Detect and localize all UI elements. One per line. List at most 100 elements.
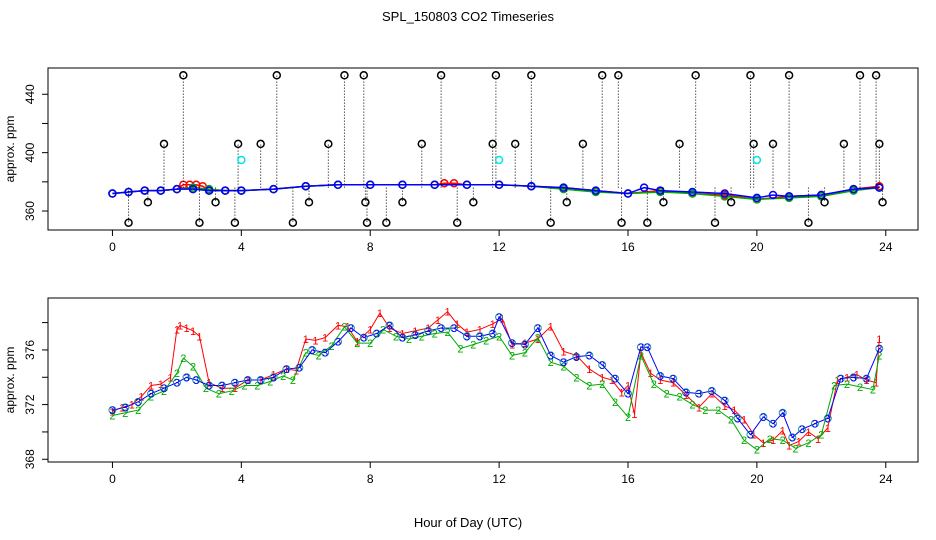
data-point — [839, 139, 849, 149]
data-marker: 3 — [760, 412, 766, 424]
data-point — [362, 218, 372, 227]
data-marker: 3 — [722, 396, 728, 408]
data-marker: 1 — [647, 368, 653, 380]
data-marker: 3 — [438, 323, 444, 335]
data-point — [720, 189, 729, 198]
data-point — [572, 352, 581, 361]
x-tick-label: 20 — [750, 240, 764, 254]
data-point — [494, 155, 504, 165]
series-cyan — [237, 155, 762, 165]
data-point — [508, 339, 516, 348]
data-marker: 3 — [586, 350, 592, 362]
data-marker: 1 — [158, 379, 164, 391]
data-point — [140, 186, 149, 195]
data-marker: 2 — [393, 331, 399, 343]
data-marker: 1 — [876, 334, 882, 346]
data-marker: 2 — [573, 372, 579, 384]
x-tick-label: 8 — [367, 472, 374, 486]
series-blue — [108, 180, 884, 203]
data-marker: 3 — [148, 389, 154, 401]
data-point — [124, 218, 133, 227]
data-marker: 3 — [747, 430, 753, 442]
data-point — [527, 71, 536, 80]
data-marker: 2 — [522, 348, 528, 360]
series-black — [124, 71, 887, 227]
data-marker: 3 — [477, 331, 483, 343]
data-marker: 3 — [548, 350, 554, 362]
data-point — [301, 181, 311, 191]
data-marker: 3 — [780, 408, 786, 420]
data-point — [752, 155, 762, 165]
data-marker: 2 — [203, 383, 209, 395]
data-point — [272, 71, 282, 80]
data-point — [810, 419, 819, 428]
data-marker: 3 — [174, 378, 180, 390]
data-marker: 1 — [599, 372, 605, 384]
data-marker: 3 — [283, 364, 289, 376]
data-marker: 3 — [348, 323, 354, 335]
data-marker: 2 — [483, 335, 489, 347]
data-marker: 2 — [254, 380, 260, 392]
data-point — [424, 326, 433, 335]
x-tick-label: 16 — [621, 472, 635, 486]
data-marker: 1 — [258, 375, 264, 387]
data-marker: 1 — [796, 437, 802, 449]
data-point — [156, 186, 166, 195]
data-marker: 1 — [148, 380, 154, 392]
data-point — [475, 332, 484, 341]
data-marker: 1 — [174, 324, 180, 336]
data-point — [694, 389, 703, 398]
data-marker: 1 — [786, 441, 792, 453]
data-point — [862, 374, 871, 383]
data-marker: 3 — [535, 323, 541, 335]
data-marker: 2 — [870, 385, 876, 397]
data-marker: 3 — [109, 405, 115, 417]
data-point — [359, 333, 368, 342]
data-point — [411, 330, 420, 339]
data-point — [746, 71, 755, 80]
data-point — [546, 351, 555, 360]
data-marker: 3 — [599, 360, 605, 372]
data-point — [430, 180, 439, 190]
data-point — [510, 139, 520, 149]
data-marker: 1 — [625, 380, 631, 392]
data-marker: 2 — [406, 334, 412, 346]
data-marker: 3 — [258, 375, 264, 387]
data-point — [875, 344, 884, 353]
data-point — [188, 184, 198, 194]
data-point — [449, 179, 459, 188]
data-point — [230, 218, 240, 227]
data-point — [365, 180, 375, 190]
y-axis-label: approx. ppm — [3, 116, 17, 183]
data-point — [788, 433, 797, 442]
data-point — [768, 139, 778, 149]
data-point — [520, 340, 529, 349]
data-point — [656, 371, 665, 380]
data-marker: 3 — [696, 389, 702, 401]
data-marker: 1 — [731, 405, 737, 417]
data-point — [440, 179, 449, 188]
data-marker: 3 — [683, 387, 689, 399]
data-point — [682, 388, 690, 397]
chart-title: SPL_150803 CO2 Timeseries — [382, 9, 554, 24]
data-marker: 2 — [122, 408, 128, 420]
y-tick-label: 400 — [23, 142, 37, 162]
data-point — [598, 360, 607, 369]
x-tick-label: 0 — [109, 472, 116, 486]
data-marker: 1 — [477, 324, 483, 336]
data-marker: 3 — [206, 380, 212, 392]
data-point — [636, 343, 645, 352]
data-marker: 1 — [741, 415, 747, 427]
data-point — [334, 337, 342, 346]
data-point — [147, 389, 156, 398]
data-point — [643, 218, 652, 227]
data-marker: 3 — [270, 372, 276, 384]
data-point — [726, 198, 736, 207]
data-marker: 2 — [316, 350, 322, 362]
data-point — [230, 378, 239, 387]
data-point — [533, 324, 542, 333]
data-marker: 2 — [876, 350, 882, 362]
data-marker: 2 — [792, 443, 798, 455]
data-marker: 2 — [109, 411, 115, 423]
